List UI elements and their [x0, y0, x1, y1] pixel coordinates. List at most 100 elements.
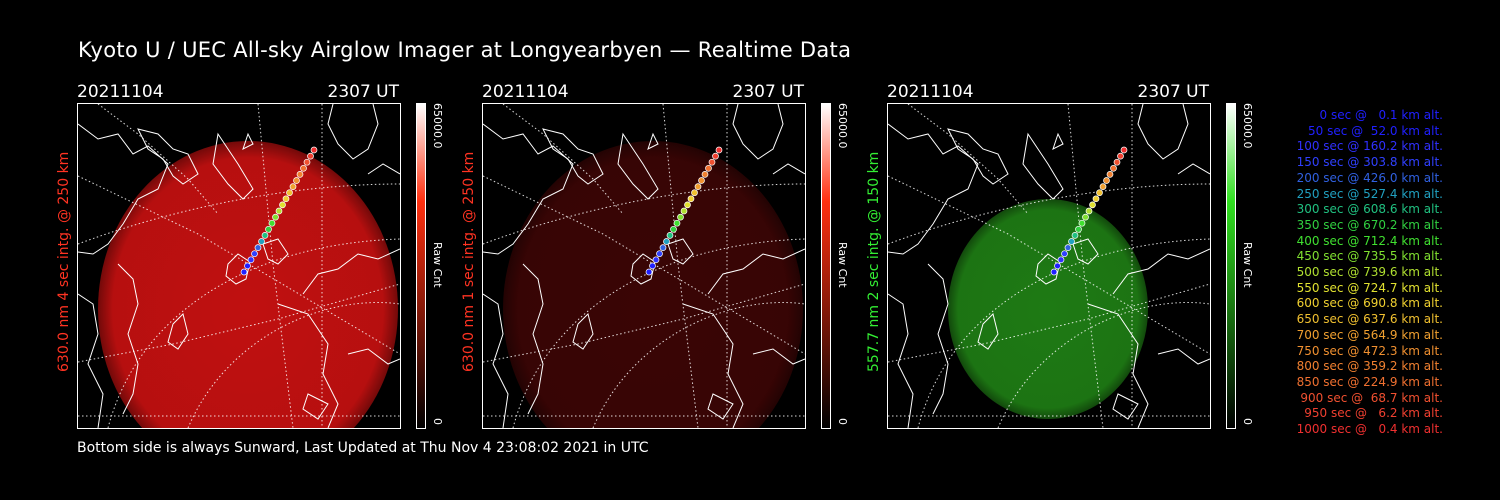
page-title: Kyoto U / UEC All-sky Airglow Imager at …: [78, 38, 852, 62]
legend-entry: 300 sec @ 608.6 km alt.: [1296, 202, 1443, 217]
trajectory-point: [258, 238, 265, 245]
legend-entry: 400 sec @ 712.4 km alt.: [1296, 233, 1443, 248]
colorbar-max-label: 65000.0: [1241, 103, 1254, 149]
legend-entry: 850 sec @ 224.9 km alt.: [1296, 374, 1443, 389]
trajectory-point: [698, 177, 705, 184]
legend-entry: 750 sec @ 472.3 km alt.: [1296, 343, 1443, 358]
legend-entry: 550 sec @ 724.7 km alt.: [1296, 280, 1443, 295]
trajectory-point: [705, 164, 712, 172]
trajectory-point: [275, 207, 283, 215]
legend-entry: 600 sec @ 690.8 km alt.: [1296, 296, 1443, 311]
legend-entry: 650 sec @ 637.6 km alt.: [1296, 312, 1443, 327]
colorbar-unit-label: Raw Cnt: [836, 242, 849, 288]
trajectory-point: [1078, 219, 1086, 227]
trajectory-point: [1075, 225, 1082, 233]
trajectory-point: [649, 262, 656, 270]
colorbar-min-label: 0: [431, 418, 444, 425]
legend-entry: 350 sec @ 670.2 km alt.: [1296, 217, 1443, 232]
legend-entry: 200 sec @ 426.0 km alt.: [1296, 170, 1443, 185]
allsky-image-panel: [482, 103, 806, 429]
legend-entry: 900 sec @ 68.7 km alt.: [1300, 390, 1443, 405]
colorbar: [1226, 103, 1236, 429]
coastline: [78, 104, 400, 428]
trajectory-point: [300, 164, 307, 172]
trajectory-point: [673, 219, 681, 227]
legend-entry: 450 sec @ 735.5 km alt.: [1296, 249, 1443, 264]
airglow-emission-region: [98, 141, 398, 428]
trajectory-point: [1082, 213, 1089, 221]
trajectory-point: [289, 183, 297, 190]
panel-date: 20211104: [77, 82, 164, 102]
trajectory-point: [659, 244, 667, 251]
trajectory-point: [691, 189, 698, 197]
panel-date: 20211104: [887, 82, 974, 102]
trajectory-point: [268, 219, 276, 227]
trajectory-point: [265, 225, 272, 233]
trajectory-point: [1064, 244, 1072, 251]
trajectory-point: [1057, 256, 1065, 264]
legend-entry: 700 sec @ 564.9 km alt.: [1296, 327, 1443, 342]
trajectory-point: [293, 177, 300, 184]
trajectory-point: [680, 207, 688, 215]
colorbar-max-label: 65000.0: [836, 103, 849, 149]
footer-status: Bottom side is always Sunward, Last Upda…: [77, 440, 649, 456]
legend-entry: 1000 sec @ 0.4 km alt.: [1296, 422, 1443, 436]
legend-entry: 950 sec @ 6.2 km alt.: [1304, 406, 1443, 421]
trajectory-point: [656, 250, 663, 258]
trajectory-point: [251, 250, 258, 258]
trajectory-point: [247, 256, 255, 264]
trajectory-point: [684, 201, 691, 209]
legend-entry: 500 sec @ 739.6 km alt.: [1296, 265, 1443, 279]
panel-time: 2307 UT: [1137, 82, 1210, 102]
legend-entry: 150 sec @ 303.8 km alt.: [1296, 155, 1443, 170]
colorbar-min-label: 0: [836, 418, 849, 425]
trajectory-point: [254, 244, 262, 251]
trajectory-point: [1071, 232, 1079, 239]
colorbar-max-label: 65000.0: [431, 103, 444, 149]
trajectory-point: [677, 213, 684, 221]
legend-entry: 250 sec @ 527.4 km alt.: [1296, 186, 1443, 201]
trajectory-point: [296, 171, 304, 178]
airglow-emission-region: [948, 199, 1148, 419]
trajectory-point: [1092, 195, 1100, 203]
trajectory-point: [244, 262, 251, 270]
panel-wavelength-label: 630.0 nm 1 sec intg. @ 250 km: [461, 151, 477, 372]
trajectory-point: [279, 201, 286, 209]
colorbar-min-label: 0: [1241, 418, 1254, 425]
panel-time: 2307 UT: [327, 82, 400, 102]
trajectory-point: [708, 158, 716, 166]
trajectory-point: [712, 152, 719, 160]
colorbar-unit-label: Raw Cnt: [1241, 242, 1254, 288]
legend-entry: 50 sec @ 52.0 km alt.: [1308, 123, 1443, 138]
trajectory-point: [652, 256, 660, 264]
coastline: [888, 104, 1210, 428]
trajectory-point: [1096, 189, 1103, 197]
allsky-image-panel: [887, 103, 1211, 429]
trajectory-point: [663, 238, 670, 245]
trajectory-point: [240, 268, 248, 276]
airglow-emission-region: [503, 141, 803, 428]
trajectory-point: [701, 171, 709, 178]
trajectory-point: [1117, 152, 1124, 160]
panel-wavelength-label: 630.0 nm 4 sec intg. @ 250 km: [56, 151, 72, 372]
coastline: [483, 104, 805, 428]
panel-time: 2307 UT: [732, 82, 805, 102]
legend-entry: 800 sec @ 359.2 km alt.: [1296, 359, 1443, 374]
trajectory-point: [1068, 238, 1075, 245]
trajectory-point: [1113, 158, 1121, 166]
legend-entry: 0 sec @ 0.1 km alt.: [1319, 108, 1444, 122]
panel-wavelength-label: 557.7 nm 2 sec intg. @ 150 km: [866, 151, 882, 372]
panel-date: 20211104: [482, 82, 569, 102]
trajectory-point: [286, 189, 293, 197]
trajectory-point: [1110, 164, 1117, 172]
trajectory-point: [1099, 183, 1107, 190]
trajectory-point: [307, 152, 314, 160]
trajectory-point: [282, 195, 290, 203]
trajectory-point: [694, 183, 702, 190]
trajectory-point: [645, 268, 653, 276]
legend-entry: 100 sec @ 160.2 km alt.: [1296, 139, 1443, 154]
trajectory-point: [1103, 177, 1110, 184]
trajectory-point: [670, 225, 677, 233]
trajectory-point: [261, 232, 269, 239]
trajectory-point: [272, 213, 279, 221]
